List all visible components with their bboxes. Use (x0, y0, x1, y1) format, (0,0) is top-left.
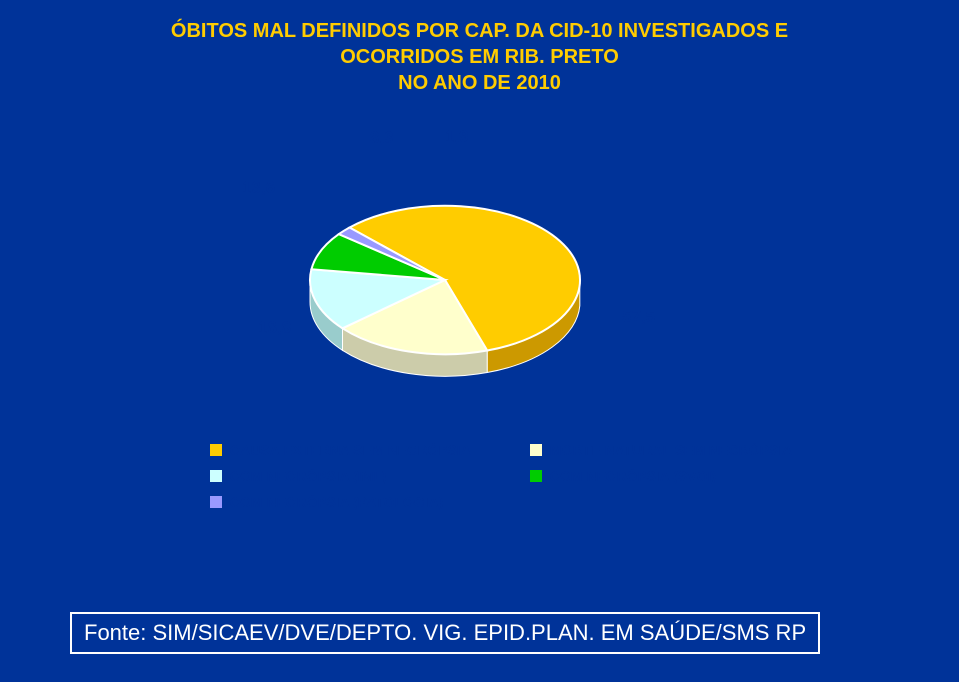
legend-label: COM NECRÓPSIA (SVOI) (550, 468, 716, 484)
legend-item: COM NECRÓPSIA (IML) (210, 468, 387, 484)
legend-item: COM NECRÓPSIA (SVOI) (530, 468, 716, 484)
legend-item: MORTE NATURAL SEM NECRÓPSIA (530, 442, 792, 458)
legend-item: CAUSA EXTERNA SEM NECRÓPSIA (210, 442, 471, 458)
datalabel-patologia: 1,9 (445, 127, 469, 147)
legend-label: MORTE NATURAL SEM NECRÓPSIA (550, 442, 792, 458)
pie-chart (0, 0, 959, 560)
datalabel-morte_natural: 18,8 (258, 318, 291, 338)
legend-label: COM NECRÓPSIA (PATOLOGIA) (230, 494, 443, 510)
datalabel-causa_externa: 57,5 (622, 307, 655, 327)
datalabel-svoi: 8,3 (370, 128, 394, 148)
legend-swatch (210, 496, 222, 508)
legend-item: COM NECRÓPSIA (PATOLOGIA) (210, 494, 443, 510)
source-citation: Fonte: SIM/SICAEV/DVE/DEPTO. VIG. EPID.P… (70, 612, 820, 654)
source-text: Fonte: SIM/SICAEV/DVE/DEPTO. VIG. EPID.P… (84, 620, 806, 645)
legend-swatch (530, 444, 542, 456)
datalabel-iml: 13,6 (242, 178, 275, 198)
legend-swatch (210, 444, 222, 456)
legend-swatch (530, 470, 542, 482)
legend-label: CAUSA EXTERNA SEM NECRÓPSIA (230, 442, 471, 458)
legend-label: COM NECRÓPSIA (IML) (230, 468, 387, 484)
legend-swatch (210, 470, 222, 482)
